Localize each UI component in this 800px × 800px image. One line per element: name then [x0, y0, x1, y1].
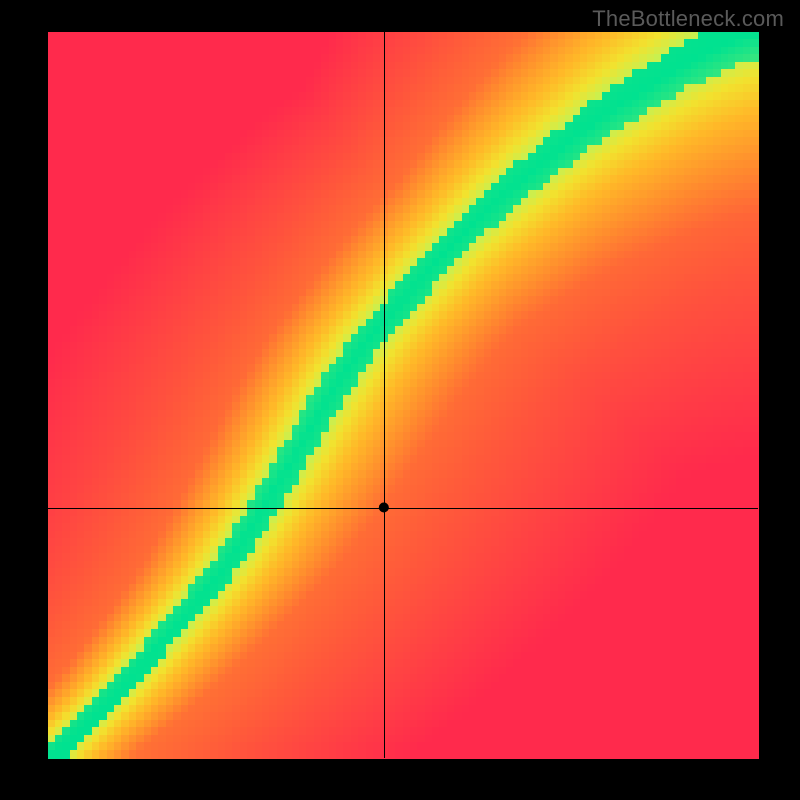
overlay-canvas — [0, 0, 800, 800]
chart-container: TheBottleneck.com — [0, 0, 800, 800]
watermark-text: TheBottleneck.com — [592, 6, 784, 32]
